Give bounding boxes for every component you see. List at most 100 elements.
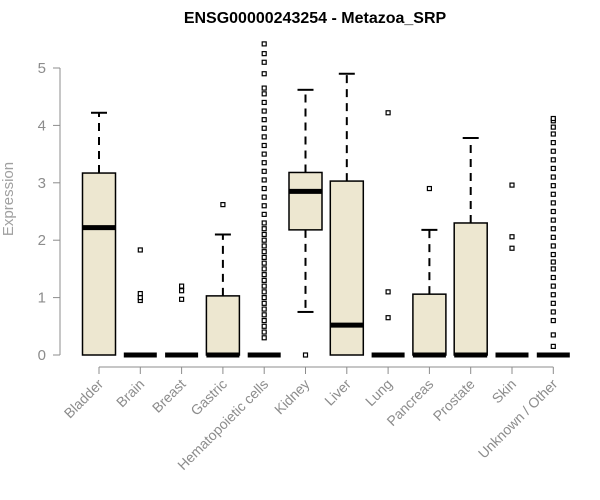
outlier-point [261, 108, 267, 114]
outlier-point [137, 247, 143, 253]
outlier-point [509, 182, 515, 188]
box-gastric [205, 202, 241, 358]
outlier-point [261, 289, 267, 295]
outlier-point [261, 194, 267, 200]
outlier-point [550, 292, 556, 298]
outlier-point [550, 300, 556, 306]
outlier-point [261, 226, 267, 232]
outlier-point [550, 259, 556, 265]
box-prostate [453, 137, 488, 358]
outlier-point [137, 290, 143, 297]
chart-title: ENSG00000243254 - Metazoa_SRP [184, 10, 447, 27]
outlier-point [261, 283, 267, 289]
x-tick-label: Skin [489, 376, 520, 407]
outlier-point [220, 202, 226, 208]
outlier-point [550, 115, 556, 122]
outlier-point [261, 125, 267, 131]
box-lung [371, 110, 405, 358]
outlier-point [302, 352, 309, 358]
boxes-layer [81, 41, 570, 358]
outlier-point [261, 243, 267, 249]
outlier-point [261, 220, 267, 226]
outlier-point [261, 168, 267, 174]
y-tick-label: 5 [38, 60, 46, 77]
iqr-box [453, 222, 488, 356]
outlier-point [261, 203, 267, 209]
iqr-box [205, 295, 241, 356]
box-pancreas [412, 185, 447, 358]
outlier-point [179, 288, 185, 294]
outlier-point [550, 148, 556, 154]
outlier-point [261, 249, 267, 255]
outlier-point [385, 315, 391, 321]
outlier-point [550, 165, 556, 172]
outlier-point [261, 277, 267, 283]
outlier-point [261, 51, 267, 57]
outlier-point [261, 323, 267, 329]
iqr-box [81, 172, 117, 356]
y-tick-label: 4 [38, 117, 46, 134]
outlier-point [261, 237, 267, 243]
iqr-box [329, 180, 365, 356]
outlier-point [550, 157, 556, 163]
outlier-point [550, 309, 556, 315]
outlier-point [261, 91, 267, 97]
outlier-point [179, 296, 185, 302]
outlier-point [550, 343, 556, 349]
x-tick-label: Bladder [61, 376, 107, 422]
outlier-point [550, 283, 556, 289]
outlier-point [261, 85, 267, 91]
outlier-point [261, 151, 267, 157]
outlier-point [509, 234, 515, 240]
outlier-point [550, 140, 556, 146]
outlier-point [550, 217, 556, 223]
outlier-point [550, 208, 556, 215]
outlier-point [385, 289, 391, 295]
outlier-point [261, 211, 267, 217]
y-tick-label: 3 [38, 175, 46, 192]
y-tick-label: 2 [38, 232, 46, 249]
outlier-point [550, 174, 556, 180]
outlier-point [550, 332, 556, 338]
outlier-point [261, 160, 267, 166]
outlier-point [550, 234, 556, 240]
outlier-point [550, 243, 556, 249]
outlier-point [261, 142, 267, 149]
box-kidney [288, 88, 323, 358]
x-tick-label: Kidney [271, 376, 313, 418]
outlier-point [385, 110, 391, 116]
outlier-point [550, 251, 556, 258]
box-unknown-other [536, 115, 570, 358]
outlier-point [261, 306, 267, 312]
outlier-point [261, 300, 267, 306]
x-tick-label: Breast [149, 376, 189, 416]
outlier-point [261, 177, 267, 183]
outlier-point [261, 317, 267, 324]
box-hematopoietic-cells [247, 41, 281, 358]
outlier-point [550, 124, 556, 130]
box-breast [165, 283, 199, 358]
y-tick-label: 0 [38, 347, 46, 364]
outlier-point [261, 312, 267, 318]
outlier-point [137, 295, 143, 301]
y-axis-label: Expression [0, 162, 17, 236]
outlier-point [261, 254, 267, 261]
outlier-point [509, 245, 515, 251]
outlier-point [261, 59, 267, 65]
outlier-point [261, 41, 267, 47]
outlier-point [550, 274, 556, 281]
outlier-point [261, 231, 267, 238]
box-brain [123, 247, 157, 358]
x-tick-label: Prostate [430, 376, 478, 424]
iqr-box [288, 171, 323, 231]
outlier-point [261, 335, 267, 341]
box-liver [329, 72, 365, 356]
outlier-point [550, 226, 556, 232]
outlier-point [426, 185, 432, 192]
x-tick-label: Brain [113, 376, 147, 410]
iqr-box [412, 293, 447, 356]
outlier-point [179, 283, 185, 289]
outlier-point [261, 329, 267, 335]
x-tick-label: Lung [362, 376, 395, 409]
